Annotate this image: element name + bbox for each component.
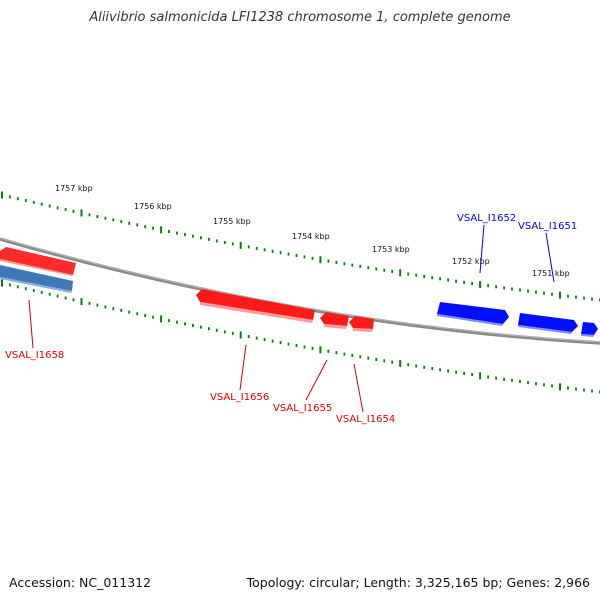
gene-VSAL_I1657[interactable]	[0, 265, 73, 293]
label-VSAL_I1654[interactable]: VSAL_I1654	[336, 414, 395, 425]
leader-VSAL_I1658	[28, 299, 34, 349]
genome-summary-text: Topology: circular; Length: 3,325,165 bp…	[246, 575, 590, 590]
chromosome-backbone-highlight	[0, 237, 600, 343]
leader-VSAL_I1656	[239, 344, 247, 391]
label-VSAL_I1658[interactable]: VSAL_I1658	[5, 350, 64, 361]
gene-VSAL_I1654[interactable]	[349, 316, 374, 332]
scale-labels: 1757 kbp 1756 kbp 1755 kbp 1754 kbp 1753…	[55, 184, 570, 278]
gene-VSAL_I1652[interactable]	[437, 302, 509, 326]
outer-scale-ticks	[1, 191, 600, 302]
scale-label-1756: 1756 kbp	[134, 202, 172, 211]
leader-VSAL_I1655	[305, 359, 328, 401]
leader-VSAL_I1651	[545, 232, 555, 283]
scale-label-1755: 1755 kbp	[213, 217, 251, 226]
leader-VSAL_I1652	[479, 224, 485, 274]
gene-VSAL_I1650[interactable]	[581, 322, 598, 337]
leader-VSAL_I1654	[353, 363, 364, 413]
chromosome-backbone	[0, 237, 600, 345]
inner-scale-ticks	[1, 279, 600, 394]
label-VSAL_I1652[interactable]: VSAL_I1652	[457, 213, 516, 224]
gene-VSAL_I1651[interactable]	[518, 313, 578, 334]
gene-VSAL_I1656[interactable]	[196, 289, 315, 323]
accession-text: Accession: NC_011312	[9, 575, 152, 590]
scale-label-1752: 1752 kbp	[452, 257, 490, 266]
label-VSAL_I1655[interactable]: VSAL_I1655	[273, 403, 332, 414]
label-VSAL_I1656[interactable]: VSAL_I1656	[210, 392, 269, 403]
gene-VSAL_I1658[interactable]	[0, 247, 76, 276]
scale-label-1757: 1757 kbp	[55, 184, 93, 193]
scale-label-1751: 1751 kbp	[532, 269, 570, 278]
scale-label-1753: 1753 kbp	[372, 245, 410, 254]
gene-VSAL_I1655[interactable]	[320, 312, 349, 329]
scale-label-1754: 1754 kbp	[292, 232, 330, 241]
label-VSAL_I1651[interactable]: VSAL_I1651	[518, 221, 577, 232]
map-title: Aliivibrio salmonicida LFI1238 chromosom…	[89, 10, 511, 25]
